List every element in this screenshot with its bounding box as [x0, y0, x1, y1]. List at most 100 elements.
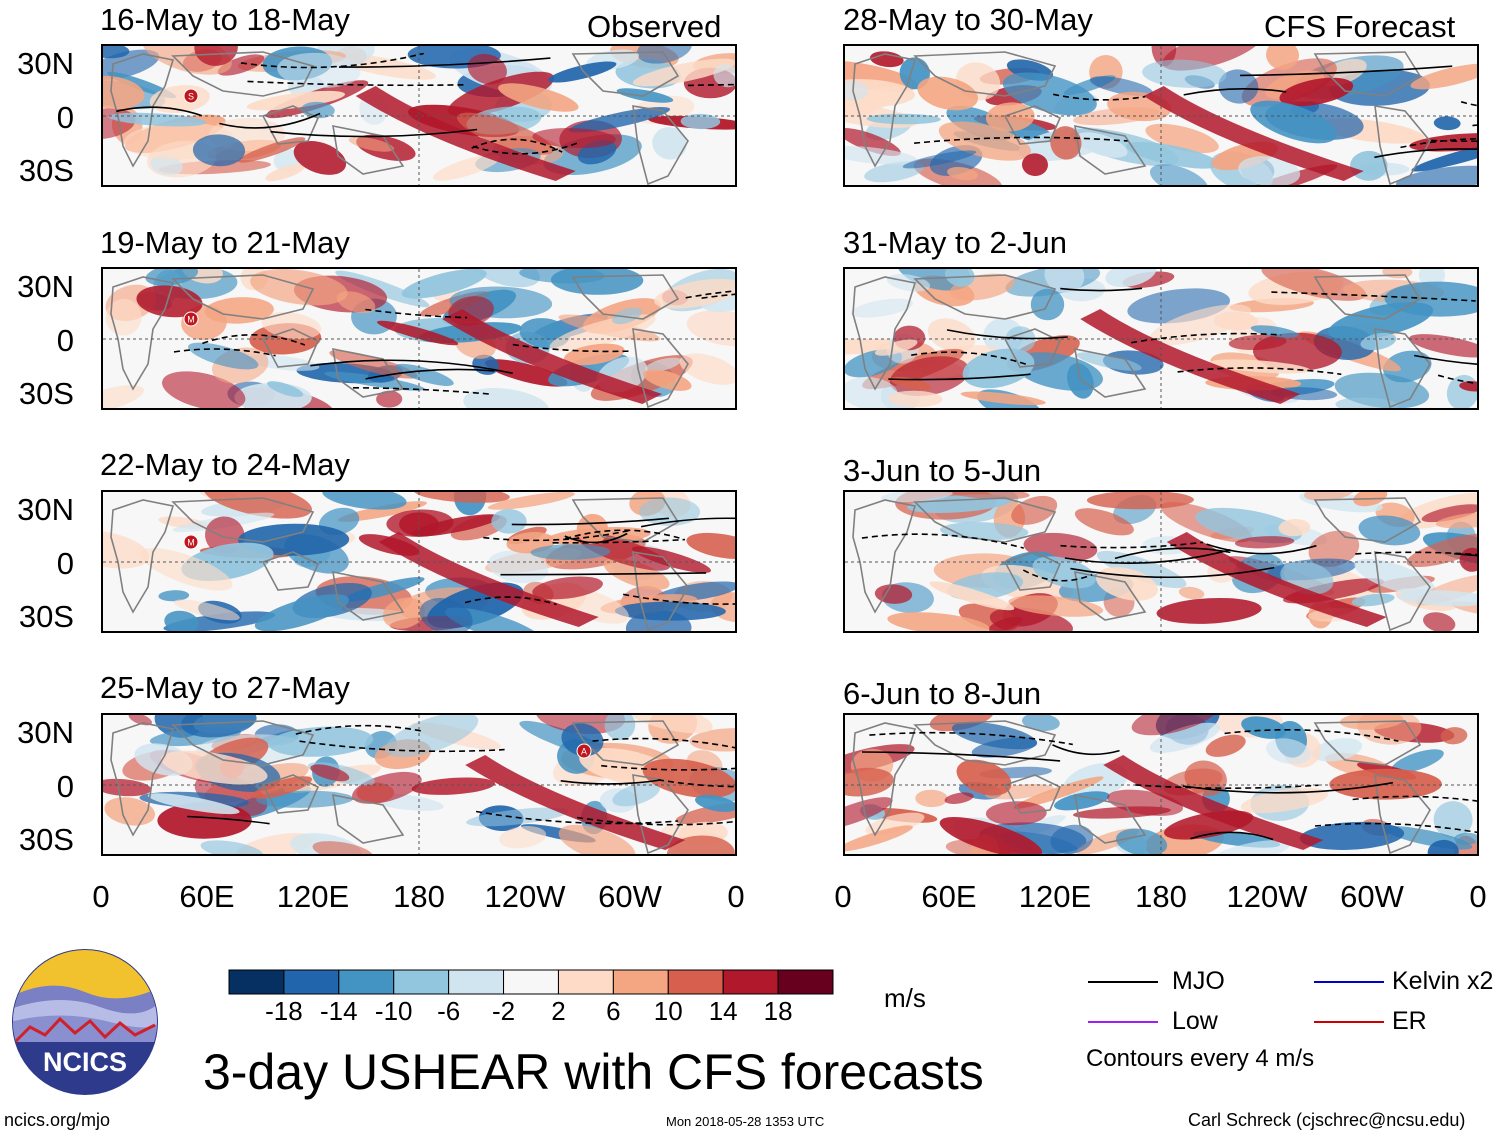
shear-anomaly-blob — [181, 715, 257, 738]
shear-anomaly-blob — [1209, 359, 1311, 374]
footer-url[interactable]: ncics.org/mjo — [4, 1110, 111, 1130]
shear-anomaly-blob — [686, 310, 735, 347]
shear-anomaly-blob — [1211, 840, 1290, 854]
coastline — [261, 328, 320, 368]
coastline — [852, 276, 917, 391]
coastline — [571, 720, 680, 766]
mjo-contour — [623, 593, 735, 605]
shear-anomaly-blob — [1234, 536, 1295, 549]
shear-anomaly-blob — [519, 269, 605, 284]
shear-anomaly-blob — [1002, 72, 1097, 116]
panel-title-left-1: 16-May to 18-May — [100, 2, 350, 37]
shear-band — [1143, 86, 1364, 181]
coastline — [632, 328, 689, 408]
shear-anomaly-blob — [432, 154, 501, 181]
shear-band — [1080, 309, 1301, 404]
shear-anomaly-blob — [395, 363, 454, 386]
shear-anomaly-blob — [927, 318, 976, 353]
legend-label-mjo: MJO — [1172, 967, 1225, 995]
lat-label-1-3: 30S — [18, 153, 74, 188]
shear-anomaly-blob — [611, 307, 642, 325]
colorbar-swatch-9 — [667, 969, 724, 995]
shear-anomaly-blob — [686, 532, 735, 560]
shear-anomaly-blob — [535, 715, 625, 734]
shear-anomaly-blob — [960, 391, 1046, 406]
legend-note: Contours every 4 m/s — [1086, 1045, 1315, 1072]
shear-anomaly-blob — [139, 547, 233, 591]
coastline — [110, 276, 175, 391]
shear-anomaly-blob — [549, 314, 656, 352]
shear-anomaly-blob — [1131, 715, 1218, 736]
shear-anomaly-blob — [1411, 141, 1477, 172]
lon-label-left-7: 0 — [727, 879, 745, 914]
coastline — [110, 53, 175, 168]
shear-anomaly-blob — [1250, 325, 1299, 338]
mjo-contour — [1355, 551, 1477, 556]
shear-anomaly-blob — [666, 835, 735, 854]
shear-anomaly-blob — [1433, 116, 1461, 131]
shear-anomaly-blob — [915, 789, 948, 808]
shear-anomaly-blob — [845, 797, 893, 830]
contour-legend: MJO Kelvin x2 Low ER Contours every 4 m/… — [1086, 967, 1506, 1077]
panel-title-left-4: 25-May to 27-May — [100, 670, 350, 705]
legend-label-low: Low — [1172, 1007, 1218, 1035]
storm-marker-letter: S — [188, 92, 194, 102]
shear-anomaly-blob — [874, 339, 918, 356]
shear-anomaly-blob — [164, 610, 199, 631]
shear-anomaly-blob — [487, 492, 575, 510]
storm-marker-letter: M — [187, 538, 195, 548]
shear-band — [442, 309, 663, 404]
mjo-contour — [657, 779, 735, 788]
shear-anomaly-blob — [642, 758, 735, 799]
map-panel-observed-2: M — [101, 267, 737, 410]
colorbar-label-1: -18 — [265, 996, 303, 1026]
shear-anomaly-blob — [194, 46, 238, 66]
coastline — [852, 53, 917, 168]
colorbar-label-10: 18 — [763, 996, 793, 1026]
mjo-contour — [1022, 569, 1093, 582]
shear-anomaly-blob — [888, 390, 943, 408]
shear-anomaly-blob — [204, 297, 274, 324]
coastline — [1003, 328, 1062, 368]
coastline — [110, 722, 175, 837]
shear-anomaly-blob — [1350, 150, 1388, 181]
shear-anomaly-blob — [1459, 381, 1477, 392]
coastline — [1313, 51, 1422, 97]
shear-band — [355, 86, 576, 181]
shear-anomaly-blob — [136, 285, 203, 318]
shear-anomaly-blob — [1278, 518, 1311, 537]
mjo-contour — [365, 368, 495, 380]
mjo-contour — [1352, 795, 1477, 802]
lat-label-3-3: 30S — [18, 599, 74, 634]
mjo-contour — [1224, 728, 1399, 742]
shear-anomaly-blob — [1406, 533, 1477, 567]
shear-anomaly-blob — [1266, 738, 1311, 765]
shear-anomaly-blob — [1384, 281, 1477, 317]
coastline — [913, 720, 1057, 766]
shear-anomaly-blob — [1299, 821, 1405, 850]
shear-anomaly-blob — [845, 767, 894, 797]
shear-anomaly-blob — [337, 501, 427, 522]
shear-anomaly-blob — [1433, 801, 1473, 839]
shear-anomaly-blob — [1410, 63, 1477, 90]
mjo-contour — [240, 52, 424, 69]
lat-label-3-1: 30N — [17, 492, 74, 527]
shear-anomaly-blob — [203, 492, 312, 519]
shear-anomaly-blob — [1250, 100, 1337, 144]
shear-anomaly-blob — [1303, 492, 1355, 501]
shear-anomaly-blob — [1105, 269, 1157, 288]
shear-anomaly-blob — [103, 75, 145, 109]
shear-anomaly-blob — [713, 64, 735, 88]
shear-anomaly-blob — [632, 58, 735, 87]
shear-anomaly-blob — [865, 812, 925, 835]
shear-anomaly-blob — [845, 349, 903, 378]
coastline — [1074, 793, 1147, 844]
lat-label-4-3: 30S — [18, 822, 74, 857]
mjo-contour — [116, 106, 202, 117]
lon-label-left-4: 180 — [393, 879, 445, 914]
mjo-contour — [202, 334, 306, 346]
map-panel-observed-4: A — [101, 713, 737, 856]
colorbar-swatch-1 — [228, 969, 285, 995]
shear-anomaly-blob — [414, 492, 510, 503]
colorbar-swatch-5 — [448, 969, 505, 995]
